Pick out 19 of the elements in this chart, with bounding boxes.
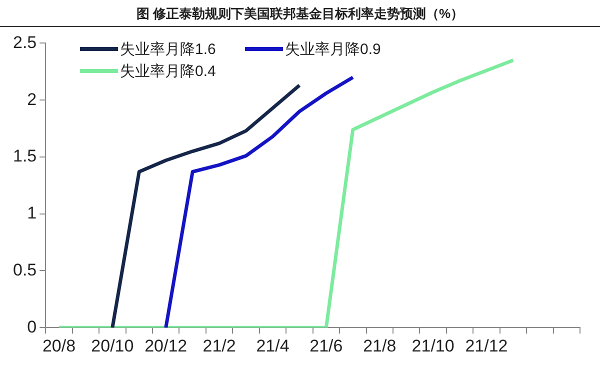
x-tick-label: 21/2	[202, 336, 236, 356]
x-tick-label: 21/8	[363, 336, 396, 356]
legend-label: 失业率月降0.4	[120, 62, 216, 80]
y-tick-label: 2.5	[12, 32, 37, 52]
legend-label: 失业率月降0.9	[285, 40, 381, 58]
x-tick-label: 21/12	[465, 336, 508, 356]
x-tick-label: 20/8	[42, 336, 76, 356]
legend-label: 失业率月降1.6	[120, 40, 216, 58]
x-tick-label: 20/12	[144, 336, 188, 356]
y-tick-label: 1.5	[12, 146, 37, 166]
y-tick-label: 0	[27, 317, 37, 336]
x-tick-label: 21/4	[256, 336, 290, 356]
x-tick-label: 20/10	[91, 336, 134, 356]
y-tick-label: 1	[27, 204, 37, 223]
x-tick-label: 21/6	[310, 336, 343, 356]
x-tick-label: 21/10	[412, 336, 454, 356]
y-tick-label: 2	[27, 90, 37, 109]
y-tick-label: 0.5	[12, 260, 37, 280]
chart-title: 图 修正泰勒规则下美国联邦基金目标利率走势预测（%）	[0, 5, 600, 27]
